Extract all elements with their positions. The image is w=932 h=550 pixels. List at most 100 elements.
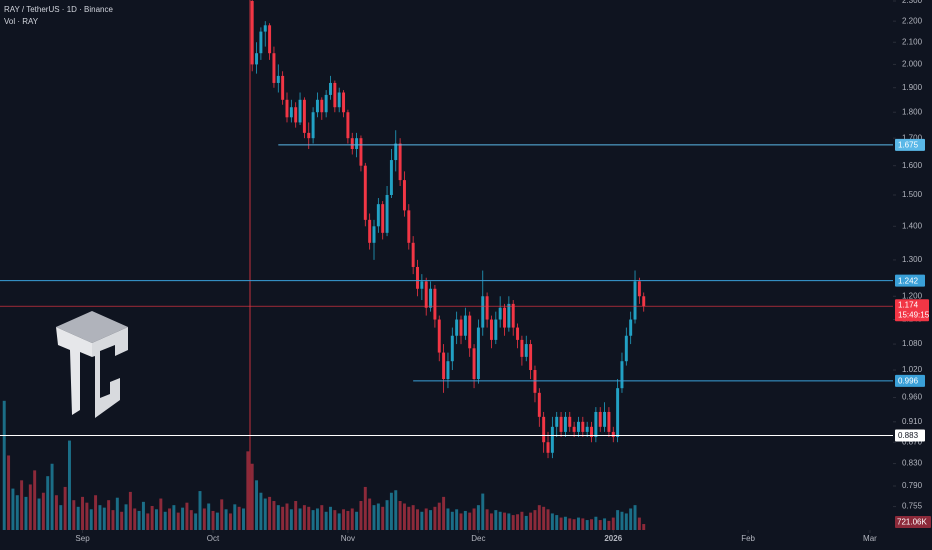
candle-body [346,112,350,139]
volume-bar [233,504,237,530]
volume-bar [563,516,567,530]
candle-body [624,335,628,362]
volume-bar [368,498,372,530]
candle-body [611,431,615,438]
volume-label-box [895,516,931,528]
x-tick-label: Oct [207,534,220,543]
candle-body [446,361,450,380]
x-tick-label: Dec [471,534,485,543]
volume-bar [642,524,646,530]
candle-body [259,31,263,54]
volume-bar [155,509,158,530]
y-tick-label: 2.000 [902,60,923,69]
volume-bar [237,506,241,530]
volume-bar [181,507,185,530]
volume-bar [472,508,476,530]
volume-bar [355,511,359,530]
y-tick-label: 0.870 [902,437,923,446]
volume-bar [437,502,441,530]
volume-bar [194,513,198,530]
volume-bar [281,506,285,530]
candle-body [324,94,328,113]
volume-bar [220,499,224,530]
y-tick-label: 2.300 [902,0,923,5]
level-label-box [895,374,925,387]
volume-bar [459,513,463,530]
candle-body [590,426,593,438]
candle-body [594,411,598,438]
x-tick-label: Nov [341,534,355,543]
candle-body [372,226,376,243]
candle-body [459,319,463,336]
volume-bar [289,509,293,530]
volume-bar [146,513,150,530]
candle-body [520,339,524,357]
volume-bar [172,505,176,530]
y-tick-label: 1.200 [902,291,923,300]
volume-bar [559,517,563,530]
volume-bar [189,510,193,530]
volume-bar [489,513,493,530]
candle-body [503,307,506,328]
volume-bar [446,508,450,530]
candle-body [320,99,324,113]
volume-bar [511,515,515,530]
volume-bar [359,501,363,530]
candle-body [337,92,341,108]
candle-body [416,266,419,289]
candle-body [368,219,372,243]
volume-bar [259,492,263,530]
level-label: 1.242 [898,276,919,285]
candle-body [533,370,537,393]
volume-bar [529,512,533,530]
volume-bar [315,508,319,530]
candle-body [298,99,302,123]
volume-bar [442,496,446,530]
volume-bar [176,512,180,530]
candle-body [311,112,315,139]
candle-body [433,288,437,320]
candle-body [476,327,480,380]
volume-bar [63,486,67,530]
volume-bar [215,512,219,530]
volume-bar [385,500,389,530]
level-label-box [895,138,925,151]
volume-bar [407,506,411,530]
volume-bar [576,517,580,530]
volume-bar [398,501,402,530]
candle-body [607,411,611,432]
volume-bar [94,495,98,530]
candle-body [489,319,493,340]
volume-bar [242,508,245,530]
volume-bar [433,506,437,530]
candle-body [381,204,385,233]
volume-bar [255,480,259,530]
volume-bar [307,506,311,530]
candle-body [468,315,472,349]
price-label-box [895,299,929,322]
volume-bar [572,519,576,530]
volume-bar [198,491,202,530]
level-label: 0.883 [898,431,919,440]
y-tick-label: 1.500 [902,190,923,199]
volume-bar [67,440,71,530]
volume-bar [620,511,624,530]
volume-bar [211,510,215,530]
volume-bar [537,505,541,530]
candle-body [289,107,293,118]
volume-bar [163,511,167,530]
volume-bar [46,476,50,530]
volume-bar [594,516,598,530]
candle-body [555,416,559,427]
candle-body [429,288,433,308]
volume-label: 721.06K [897,518,927,527]
level-label: 1.675 [898,141,919,150]
volume-bar [15,495,19,530]
candle-body [250,0,254,65]
volume-bar [394,490,398,530]
y-tick-label: 2.100 [902,37,923,46]
y-tick-label: 1.020 [902,365,923,374]
candle-body [455,319,459,336]
volume-bar [185,502,189,530]
candle-body [281,75,285,100]
